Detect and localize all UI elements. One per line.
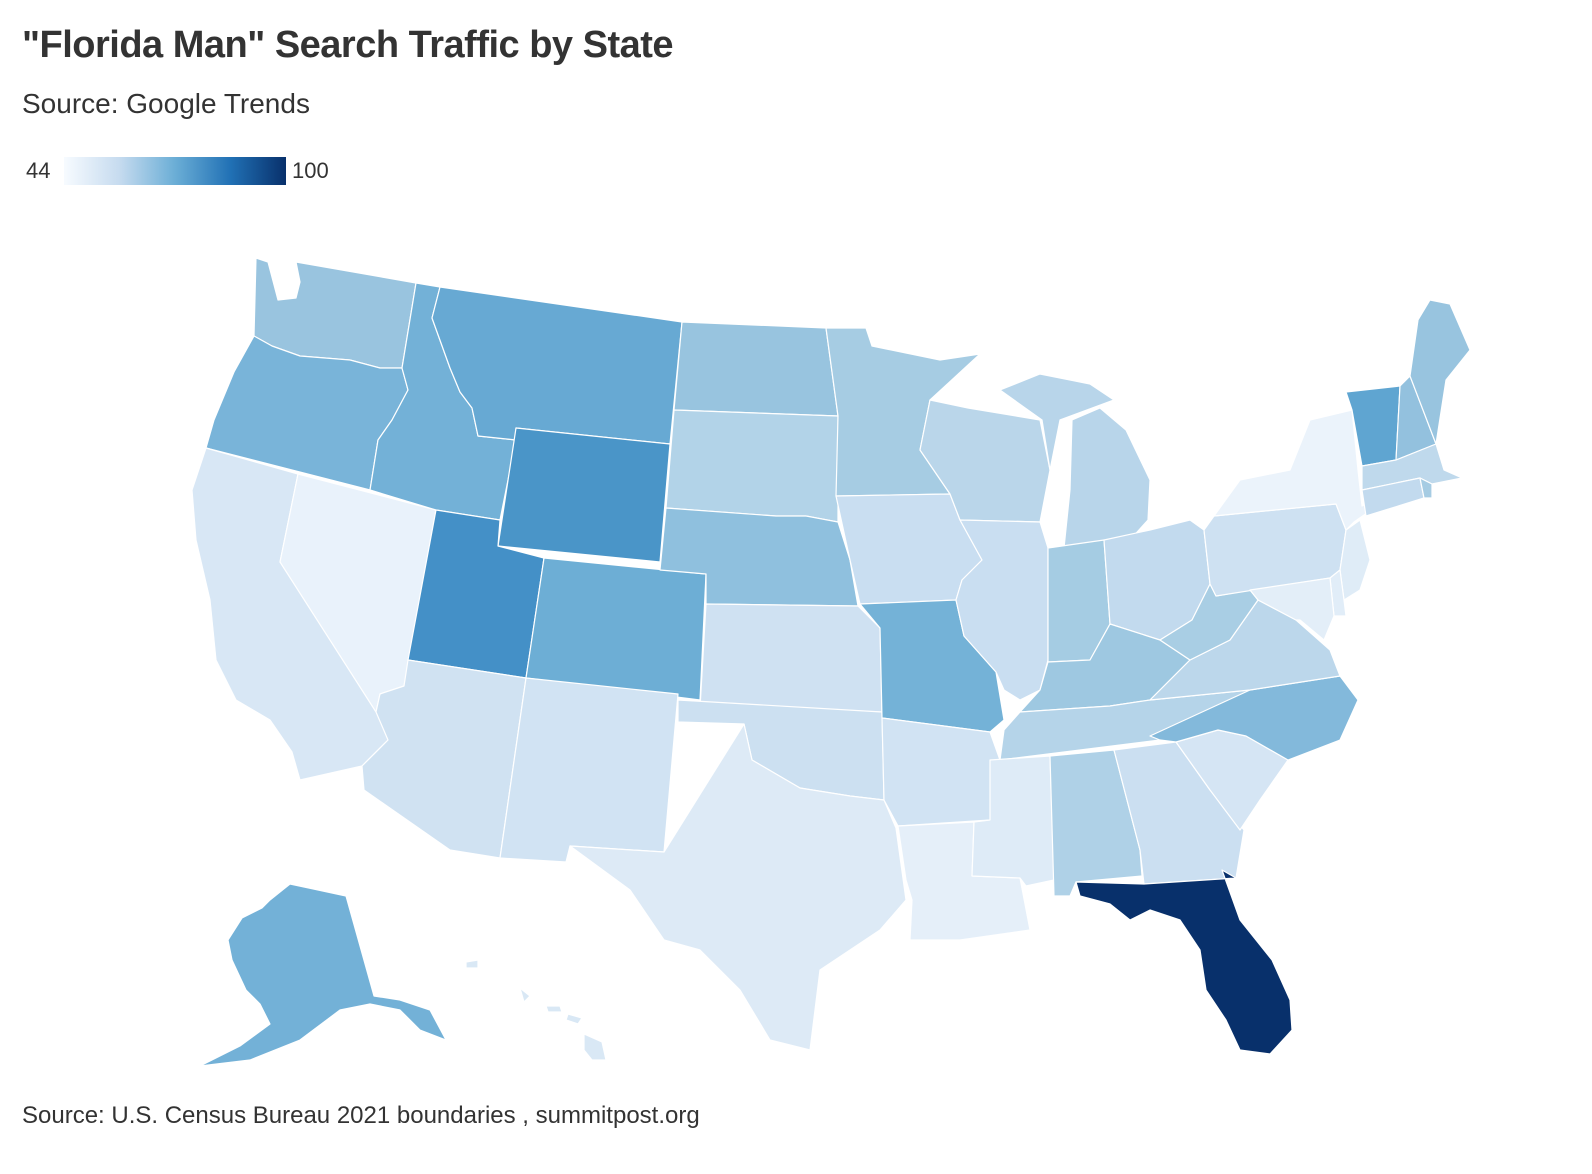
state-CO[interactable] — [525, 557, 707, 701]
legend-max-label: 100 — [292, 158, 329, 183]
state-NE[interactable] — [659, 507, 859, 607]
state-RI[interactable] — [1419, 477, 1433, 499]
color-legend: 44 100 — [22, 157, 329, 185]
us-choropleth-map — [191, 257, 1471, 1067]
legend-gradient-bar — [64, 157, 286, 185]
state-ND[interactable] — [673, 321, 839, 417]
state-MD[interactable] — [1249, 577, 1335, 641]
state-SD[interactable] — [665, 409, 839, 523]
state-NM[interactable] — [499, 677, 679, 863]
state-KS[interactable] — [699, 603, 883, 713]
state-ME[interactable] — [1409, 299, 1471, 445]
state-MT[interactable] — [431, 286, 683, 445]
state-NY[interactable] — [1213, 409, 1401, 531]
source-footnote: Source: U.S. Census Bureau 2021 boundari… — [22, 1102, 700, 1129]
state-HI[interactable] — [465, 959, 607, 1061]
state-MI[interactable] — [999, 373, 1151, 549]
state-TX[interactable] — [569, 723, 907, 1051]
state-FL[interactable] — [1075, 869, 1293, 1055]
chart-subtitle: Source: Google Trends — [22, 88, 310, 119]
state-WY[interactable] — [497, 427, 671, 563]
state-AK[interactable] — [199, 883, 447, 1067]
legend-min-label: 44 — [26, 158, 51, 183]
chart-title: "Florida Man" Search Traffic by State — [22, 24, 674, 66]
state-AR[interactable] — [881, 717, 1001, 827]
